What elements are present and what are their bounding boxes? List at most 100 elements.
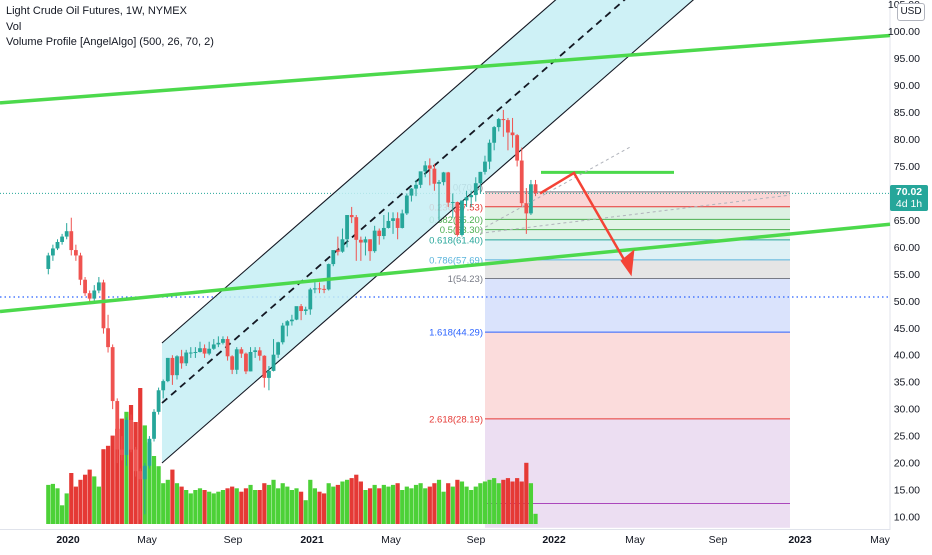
price-axis-tick: 80.00 (894, 134, 920, 146)
candle (230, 355, 235, 375)
candle (78, 252, 83, 286)
price-axis-tick: 90.00 (894, 80, 920, 92)
candle-body (119, 449, 124, 455)
volume-bar (340, 481, 345, 524)
candle (253, 347, 258, 358)
candle-body (280, 325, 285, 343)
price-axis-tick: 10.00 (894, 512, 920, 524)
candle (156, 387, 161, 415)
fib-zone (485, 191, 790, 207)
volume-profile-indicator-label[interactable]: Volume Profile [AngelAlgo] (500, 26, 70,… (6, 36, 214, 48)
candle (519, 147, 524, 207)
volume-bar (151, 456, 157, 524)
candle-body (460, 200, 464, 235)
candle-body (464, 197, 469, 201)
candle-body (391, 218, 395, 221)
volume-bar (105, 445, 111, 524)
candle-body (381, 227, 386, 237)
volume-bar (487, 479, 492, 524)
candle-body (501, 119, 506, 121)
candle-body (400, 213, 405, 228)
volume-bar (161, 483, 166, 524)
candle (188, 347, 193, 358)
volume-bar (50, 483, 55, 524)
candle (161, 379, 166, 399)
price-axis-tick: 55.00 (894, 269, 920, 281)
forecast-arrow-head (620, 249, 635, 277)
volume-bar (409, 488, 414, 524)
volume-bar (427, 486, 432, 524)
candle (340, 228, 345, 253)
price-axis-tick: 15.00 (894, 485, 920, 497)
candle (138, 468, 143, 520)
volume-bar (519, 481, 524, 524)
candle-body (234, 349, 239, 370)
volume-bar (312, 488, 317, 524)
currency-badge[interactable]: USD (897, 3, 925, 21)
volume-bar (390, 484, 396, 524)
fib-level-label: 0.618(61.40) (429, 235, 483, 246)
candle (152, 409, 156, 442)
candle-body (322, 288, 326, 290)
candle-body (515, 135, 520, 161)
candle-body (211, 344, 216, 349)
candle-body (349, 215, 354, 218)
volume-bar (46, 484, 51, 524)
volume-indicator-label[interactable]: Vol (6, 20, 22, 33)
candle (198, 341, 202, 353)
candle-body (303, 309, 308, 312)
volume-bar (280, 483, 285, 524)
candle-body (184, 352, 189, 364)
volume-bar (128, 405, 134, 524)
candle-body (483, 161, 487, 172)
volume-bar (211, 493, 216, 524)
price-axis-tick: 60.00 (894, 242, 920, 254)
candle-body (377, 230, 382, 237)
volume-bar (363, 490, 368, 524)
volume-bar (271, 479, 276, 524)
time-axis-tick: Sep (709, 534, 728, 546)
volume-bar (404, 486, 409, 524)
candle (285, 320, 290, 337)
candle-body (230, 356, 235, 370)
price-axis-tick: 30.00 (894, 404, 920, 416)
volume-bar (367, 488, 373, 524)
symbol-title[interactable]: Light Crude Oil Futures, 1W, NYMEX (6, 5, 187, 17)
volume-bar (482, 481, 488, 524)
volume-bar (243, 488, 249, 524)
candle-body (244, 353, 248, 372)
candle-body (156, 390, 161, 412)
candle-body (124, 419, 129, 455)
bar-countdown: 4d 1h (895, 198, 923, 210)
candle-body (358, 239, 363, 243)
candle (280, 322, 285, 345)
candle-body (216, 342, 221, 345)
candle-body (469, 195, 474, 198)
candle (142, 463, 147, 515)
candle-body (455, 202, 460, 235)
candle (170, 355, 175, 385)
time-axis-tick: 2020 (56, 534, 80, 546)
dashed-projection-line (479, 194, 791, 234)
candle (404, 193, 409, 216)
candle-body (161, 381, 166, 391)
volume-bar (303, 500, 308, 524)
volume-bar (331, 486, 336, 524)
volume-bar (326, 483, 331, 524)
candle-body (147, 438, 152, 466)
volume-bar (349, 478, 354, 524)
candle (308, 287, 313, 315)
candle-body (175, 356, 179, 376)
candle (64, 223, 69, 240)
volume-bar (299, 491, 304, 524)
candle (464, 190, 469, 207)
candle-body (317, 288, 322, 290)
volume-bar (413, 484, 419, 524)
candle-body (50, 248, 55, 256)
candle (437, 179, 441, 221)
volume-bar (174, 483, 180, 524)
fib-zone (485, 278, 790, 333)
candle (303, 306, 308, 315)
